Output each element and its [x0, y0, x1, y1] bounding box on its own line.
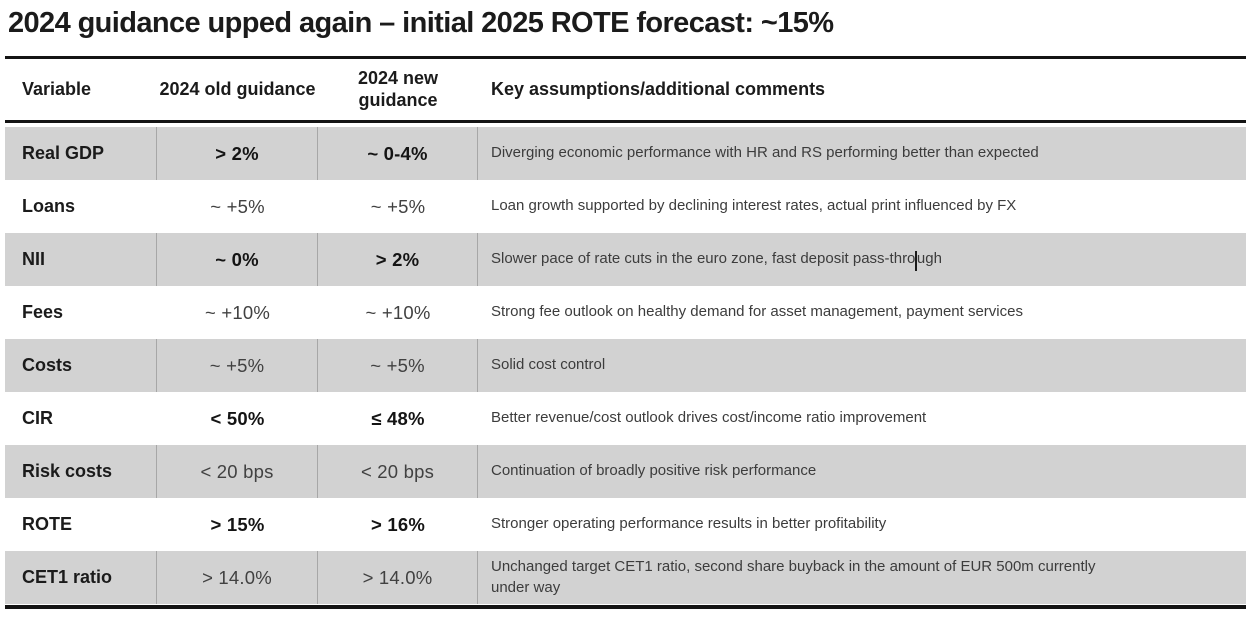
- variable-cell: Real GDP: [5, 127, 157, 180]
- variable-cell: CET1 ratio: [5, 551, 157, 604]
- old-guidance-cell: ~ +5%: [210, 195, 265, 217]
- new-guidance-cell: ~ +5%: [318, 339, 478, 392]
- variable-cell: NII: [5, 233, 157, 286]
- table-row: Real GDP > 2% ~ 0-4% Diverging economic per…: [5, 127, 1246, 180]
- old-guidance-cell: > 15%: [210, 513, 265, 535]
- old-guidance-cell: < 50%: [210, 407, 265, 429]
- old-guidance-cell: > 14.0%: [157, 551, 318, 604]
- comment-cell: Stronger operating performance results i…: [478, 498, 1246, 551]
- table-header-row: Variable 2024 old guidance 2024 new guid…: [5, 59, 1246, 123]
- new-guidance-cell: ~ +5%: [370, 195, 426, 217]
- old-guidance-cell: ~ 0%: [157, 233, 318, 286]
- table-body: Real GDP > 2% ~ 0-4% Diverging economic per…: [5, 123, 1246, 605]
- guidance-slide: 2024 guidance upped again – initial 2025…: [0, 7, 1251, 629]
- table-row: CET1 ratio > 14.0% > 14.0% Unchanged target…: [5, 551, 1246, 604]
- table-row: Loans ~ +5% ~ +5% Loan growth supported by …: [5, 180, 1246, 233]
- comment-text: Continuation of broadly positive risk pe…: [491, 462, 817, 480]
- table-row: Costs ~ +5% ~ +5% Solid cost control: [5, 339, 1246, 392]
- table-row: ROTE > 15% > 16% Stronger operating perform…: [5, 498, 1246, 551]
- new-guidance-cell: > 16%: [371, 513, 425, 535]
- comment-text: Stronger operating performance results i…: [491, 515, 887, 533]
- old-guidance-cell: ~ +5%: [157, 339, 318, 392]
- comment-cell: Continuation of broadly positive risk pe…: [478, 445, 1246, 498]
- comment-cell: Loan growth supported by declining inter…: [478, 180, 1246, 233]
- table-row: NII ~ 0% > 2% Slower pace of rate cuts in t…: [5, 233, 1246, 286]
- table-row: Risk costs < 20 bps < 20 bps Continuation o…: [5, 445, 1246, 498]
- new-guidance-cell: ~ 0-4%: [318, 127, 478, 180]
- header-old-guidance: 2024 old guidance: [159, 78, 316, 99]
- comment-text: Better revenue/cost outlook drives cost/…: [491, 409, 927, 427]
- variable-cell: Costs: [5, 339, 157, 392]
- text-caret: [915, 251, 917, 272]
- comment-cell: Unchanged target CET1 ratio, second shar…: [478, 551, 1246, 604]
- header-comments: Key assumptions/additional comments: [491, 79, 826, 99]
- old-guidance-cell: ~ +10%: [205, 301, 270, 323]
- table-row: Fees ~ +10% ~ +10% Strong fee outlook on he…: [5, 286, 1246, 339]
- variable-cell: Loans: [22, 196, 76, 216]
- old-guidance-cell: > 2%: [157, 127, 318, 180]
- comment-cell: Better revenue/cost outlook drives cost/…: [478, 392, 1246, 445]
- page-title: 2024 guidance upped again – initial 2025…: [8, 7, 834, 39]
- variable-cell: ROTE: [22, 514, 73, 534]
- comment-text: Loan growth supported by declining inter…: [491, 197, 1017, 215]
- new-guidance-cell: ≤ 48%: [371, 407, 425, 429]
- comment-text: Strong fee outlook on healthy demand for…: [491, 303, 1023, 321]
- new-guidance-cell: > 2%: [318, 233, 478, 286]
- variable-cell: Fees: [22, 302, 64, 322]
- comment-cell: Diverging economic performance with HR a…: [478, 127, 1246, 180]
- comment-cell: Solid cost control: [478, 339, 1246, 392]
- comment-cell: Slower pace of rate cuts in the euro zon…: [478, 233, 1246, 286]
- old-guidance-cell: < 20 bps: [157, 445, 318, 498]
- variable-cell: CIR: [22, 408, 53, 428]
- comment-text: Unchanged target CET1 ratio, second shar…: [491, 558, 1096, 596]
- new-guidance-cell: > 14.0%: [318, 551, 478, 604]
- comment-text: Diverging economic performance with HR a…: [491, 144, 1039, 162]
- header-new-guidance: 2024 new guidance: [357, 67, 439, 110]
- new-guidance-cell: ~ +10%: [365, 301, 431, 323]
- comment-text: Slower pace of rate cuts in the euro zon…: [491, 249, 942, 272]
- new-guidance-cell: < 20 bps: [318, 445, 478, 498]
- comment-cell: Strong fee outlook on healthy demand for…: [478, 286, 1246, 339]
- variable-cell: Risk costs: [5, 445, 157, 498]
- header-variable: Variable: [22, 79, 92, 99]
- guidance-table: Variable 2024 old guidance 2024 new guid…: [5, 56, 1246, 609]
- table-row: CIR < 50% ≤ 48% Better revenue/cost outlook…: [5, 392, 1246, 445]
- comment-text: Solid cost control: [491, 356, 606, 374]
